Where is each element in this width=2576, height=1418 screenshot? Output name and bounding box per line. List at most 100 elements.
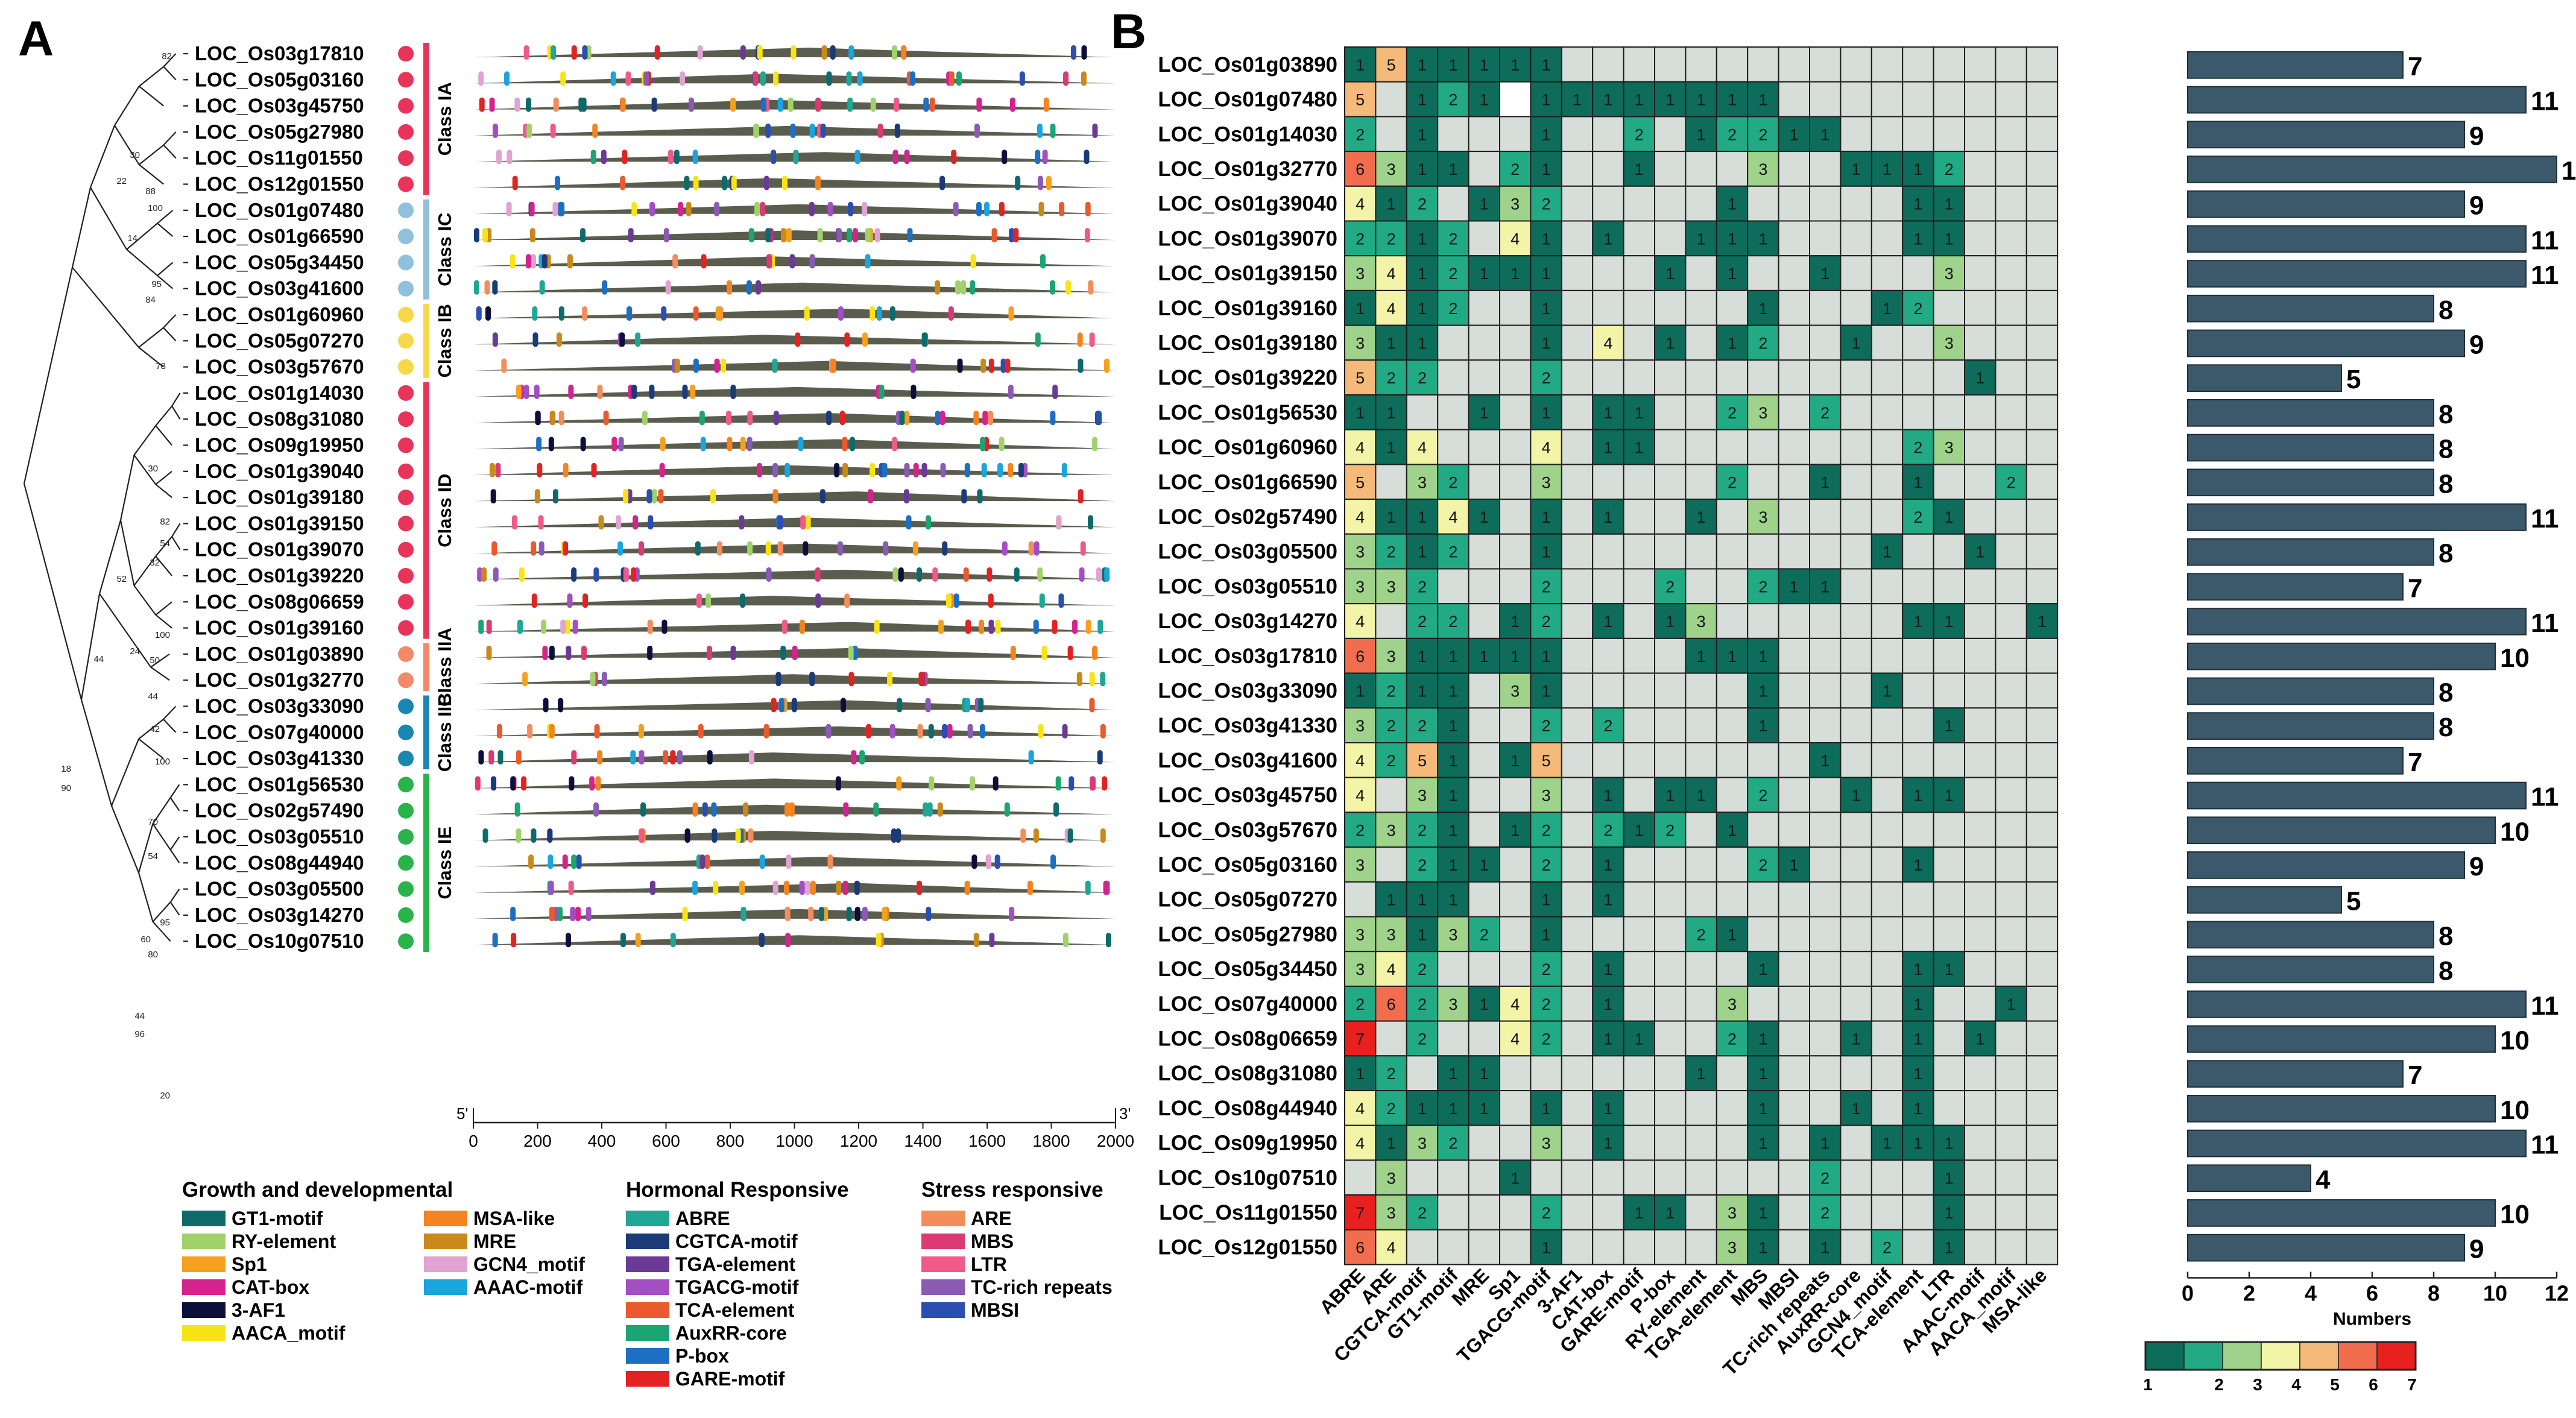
cis-element-marker (688, 97, 694, 112)
cis-element-marker (548, 436, 554, 452)
cis-element-marker (935, 280, 941, 295)
heatmap-cell-value: 1 (1728, 91, 1737, 109)
heatmap-cell (1902, 255, 1934, 291)
heatmap-cell-value: 2 (1387, 717, 1396, 735)
heatmap-cell-value: 1 (1913, 473, 1922, 491)
heatmap-cell (1809, 464, 1842, 500)
heatmap-cell-value: 1 (1603, 439, 1612, 457)
heatmap-cell (1840, 916, 1872, 953)
heatmap-cell-value: 1 (1758, 300, 1767, 318)
row-gene-label: LOC_Os03g41330 (1158, 714, 1337, 737)
heatmap-cell (1530, 707, 1562, 744)
row-gene-label: LOC_Os05g34450 (1158, 957, 1337, 981)
cis-element-marker (740, 906, 747, 921)
cis-element-marker (562, 854, 568, 869)
heatmap-cell (1747, 916, 1779, 953)
heatmap-cell (2025, 533, 2059, 570)
heatmap-cell (1809, 568, 1842, 605)
heatmap-cell-value: 1 (1573, 91, 1582, 109)
heatmap-cell (1716, 533, 1749, 570)
cis-element-marker (661, 306, 667, 321)
heatmap-cell-value: 3 (1448, 925, 1457, 944)
heatmap-cell (1406, 1159, 1439, 1196)
cis-element-marker (582, 593, 589, 608)
heatmap-cell (1809, 811, 1842, 848)
promoter-shape (473, 99, 1116, 110)
cis-element-marker (528, 854, 534, 869)
cis-element-marker (535, 411, 541, 426)
heatmap-cell (1623, 985, 1656, 1022)
total-bar-chart: 7119129111189588811871110887111095881110… (2182, 51, 2576, 1329)
heatmap-cell-value: 2 (1758, 578, 1767, 596)
heatmap-cell (1530, 255, 1562, 291)
heatmap-cell (1592, 1159, 1624, 1196)
heatmap-cell (1375, 116, 1407, 153)
cis-element-marker (620, 933, 626, 948)
bar-value-label: 11 (2531, 504, 2559, 534)
cis-element-marker (625, 71, 631, 86)
cis-element-marker (791, 45, 797, 60)
heatmap-cell (1902, 707, 1934, 744)
heatmap-cell-value: 3 (1758, 160, 1767, 178)
heatmap-cell-value: 1 (1852, 787, 1861, 805)
cis-element-marker (731, 175, 737, 191)
legend-swatch (626, 1325, 669, 1341)
heatmap: 1 5 1 1 1 1 15 1 2 1 1 1 1 1 1 1 1 12 1 1 2 1 2 2 1 16 3 1 1 2 1 1 3 1 1 1 2… (1344, 46, 2059, 1265)
cis-element-marker (618, 436, 624, 452)
promoter-shape (473, 335, 1116, 345)
cis-element-marker (798, 436, 804, 452)
heatmap-cell (1964, 499, 1997, 535)
heatmap-cell (1747, 533, 1779, 570)
colorbar-swatch (2376, 1341, 2416, 1370)
heatmap-cell (1344, 777, 1377, 813)
cis-element-marker (1020, 828, 1026, 843)
cis-element-marker (1079, 567, 1085, 582)
heatmap-cell (1530, 1055, 1562, 1092)
cis-element-marker (511, 515, 517, 530)
heatmap-cell-value: 1 (1480, 91, 1489, 109)
heatmap-cell (1840, 116, 1872, 153)
cis-element-marker (591, 462, 597, 477)
cis-element-marker (1061, 462, 1067, 477)
cis-element-marker (1089, 332, 1095, 347)
cis-element-marker (649, 201, 655, 216)
bar-value-label: 11 (2531, 225, 2559, 255)
heatmap-cell-value: 1 (1913, 1030, 1922, 1048)
heatmap-cell (1592, 533, 1624, 570)
legend-swatch (182, 1234, 226, 1249)
bootstrap-value: 95 (151, 279, 162, 289)
bootstrap-value: 32 (150, 558, 160, 568)
cis-element-marker (541, 619, 547, 634)
cis-element-marker (938, 619, 944, 634)
cis-element-marker (1058, 593, 1064, 608)
heatmap-cell-value: 1 (1697, 787, 1706, 805)
heatmap-cell (1995, 881, 2027, 918)
row-gene-label: LOC_Os11g01550 (1159, 1201, 1337, 1224)
heatmap-cell (1964, 811, 1997, 848)
heatmap-cell (1685, 846, 1717, 883)
heatmap-cell-value: 3 (1728, 1204, 1737, 1222)
heatmap-cell (1685, 46, 1717, 83)
heatmap-cell (1499, 951, 1532, 987)
legend-item-label: AACA_motif (232, 1322, 346, 1344)
cis-element-marker (973, 933, 979, 948)
heatmap-cell (1561, 742, 1594, 778)
cis-element-marker (710, 489, 716, 504)
heatmap-cell (2025, 1194, 2059, 1231)
heatmap-cell-value: 3 (1418, 1135, 1427, 1153)
heatmap-cell (1592, 220, 1624, 257)
heatmap-cell (1716, 846, 1749, 883)
cis-element-marker (978, 619, 984, 634)
heatmap-cell (1716, 289, 1749, 326)
cis-element-marker (660, 436, 666, 452)
cis-element-marker (870, 462, 876, 477)
row-gene-label: LOC_Os01g39150 (1158, 262, 1337, 285)
heatmap-cell (1933, 1020, 1966, 1057)
cis-element-marker (1070, 45, 1076, 60)
heatmap-cell-value: 1 (1820, 578, 1829, 596)
cis-element-marker (706, 593, 712, 608)
heatmap-cell (1375, 499, 1407, 535)
legend-item-label: MBSI (971, 1299, 1019, 1321)
heatmap-cell-value: 2 (1448, 300, 1457, 318)
heatmap-cell (1995, 1194, 2027, 1231)
